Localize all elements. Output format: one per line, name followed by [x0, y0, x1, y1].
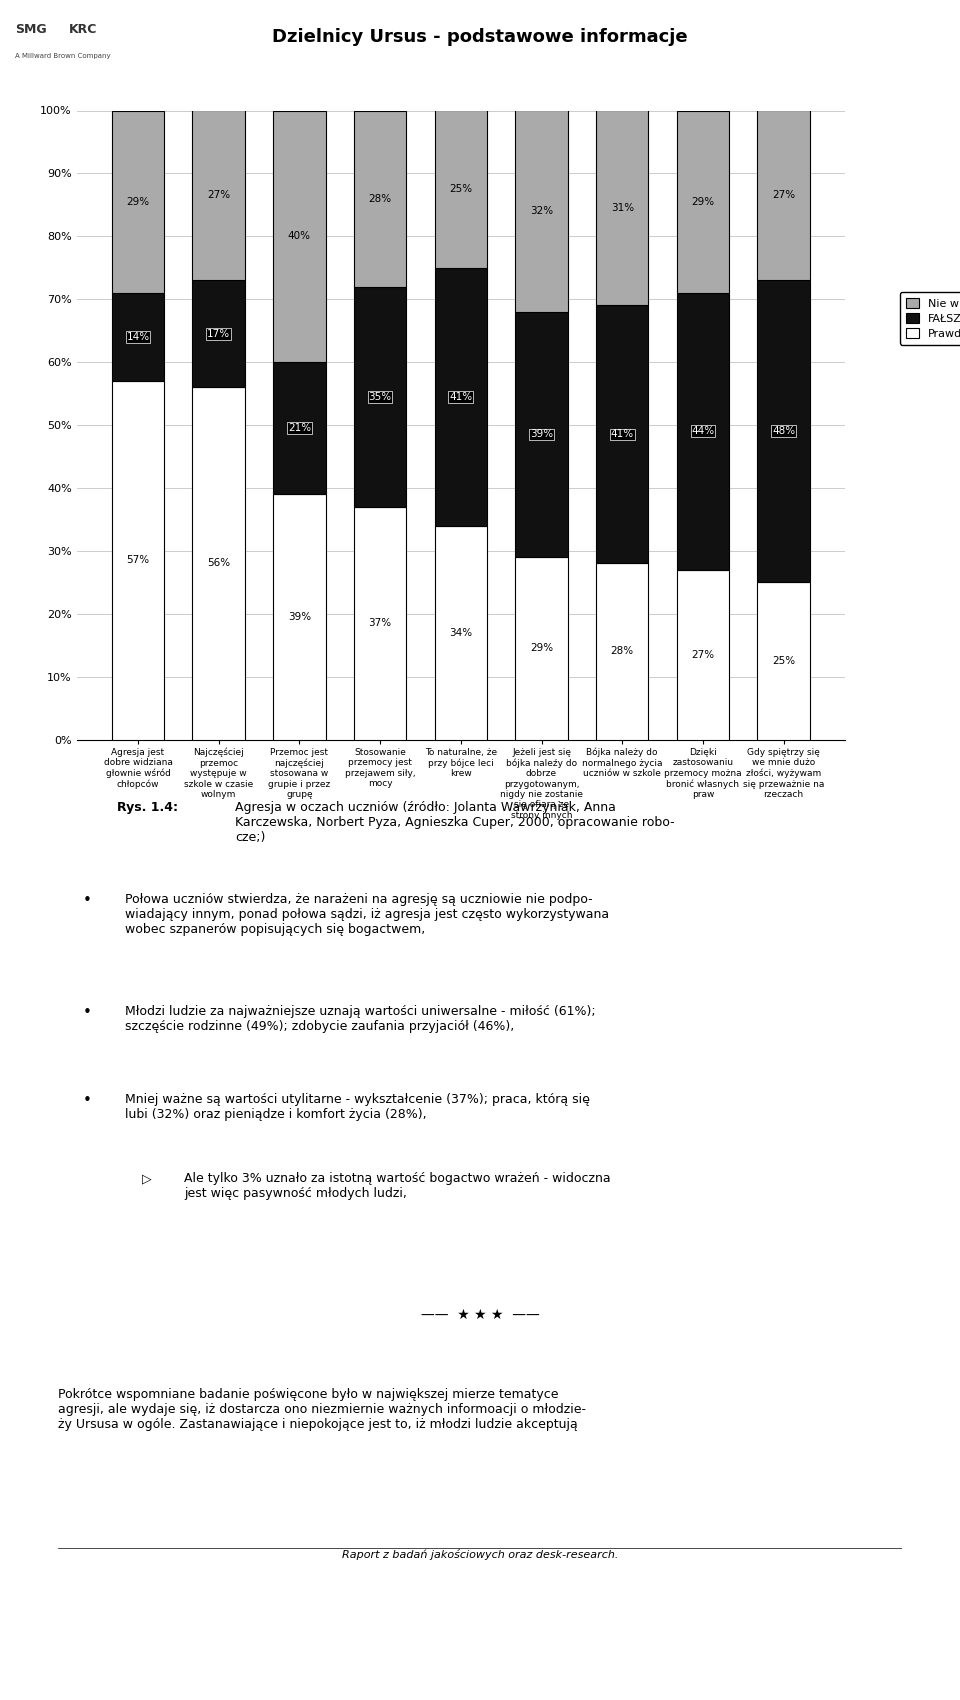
Bar: [354, 110, 406, 287]
Text: 48%: 48%: [772, 427, 795, 437]
Bar: [516, 558, 567, 740]
Text: 27%: 27%: [772, 190, 795, 201]
Text: 29%: 29%: [530, 643, 553, 653]
Bar: [757, 581, 810, 740]
Text: Rys. 1.4:: Rys. 1.4:: [117, 801, 178, 814]
Legend: Nie wiem, FAŁSZ, Prawda: Nie wiem, FAŁSZ, Prawda: [900, 292, 960, 345]
Bar: [435, 269, 487, 525]
Bar: [354, 287, 406, 507]
Text: Pokrótce wspomniane badanie poświęcone było w największej mierze tematyce
agresj: Pokrótce wspomniane badanie poświęcone b…: [58, 1389, 586, 1431]
Text: 25%: 25%: [449, 184, 472, 194]
Text: 41%: 41%: [611, 430, 634, 439]
Bar: [274, 110, 325, 362]
Bar: [192, 280, 245, 388]
Bar: [596, 110, 648, 306]
Text: Raport z badań jakościowych oraz desk-research.: Raport z badań jakościowych oraz desk-re…: [342, 1549, 618, 1561]
Text: 27%: 27%: [207, 190, 230, 201]
Text: 37%: 37%: [369, 619, 392, 627]
Bar: [435, 525, 487, 740]
Text: ▷: ▷: [142, 1173, 152, 1185]
Text: Agresja w oczach uczniów (źródło: Jolanta Wawrzyniak, Anna
Karczewska, Norbert P: Agresja w oczach uczniów (źródło: Jolant…: [235, 801, 675, 843]
Text: 21%: 21%: [288, 423, 311, 434]
Text: 19: 19: [890, 24, 929, 51]
Text: 40%: 40%: [288, 231, 311, 241]
Bar: [677, 110, 730, 292]
Text: 34%: 34%: [449, 627, 472, 638]
Text: ——  ★ ★ ★  ——: —— ★ ★ ★ ——: [420, 1309, 540, 1323]
Bar: [757, 280, 810, 581]
Bar: [516, 311, 567, 558]
Text: 41%: 41%: [449, 391, 472, 401]
Text: 28%: 28%: [369, 194, 392, 204]
Text: Ale tylko 3% uznało za istotną wartość bogactwo wrażeń - widoczna
jest więc pasy: Ale tylko 3% uznało za istotną wartość b…: [184, 1173, 611, 1200]
Text: Młodzi ludzie za najważniejsze uznają wartości uniwersalne - miłość (61%);
szczę: Młodzi ludzie za najważniejsze uznają wa…: [125, 1005, 596, 1032]
Text: Połowa uczniów stwierdza, że narażeni na agresję są uczniowie nie podpo-
wiadają: Połowa uczniów stwierdza, że narażeni na…: [125, 892, 610, 935]
Bar: [111, 292, 164, 381]
Text: 57%: 57%: [127, 556, 150, 564]
Text: SMG: SMG: [15, 24, 47, 36]
Text: •: •: [83, 892, 92, 908]
Bar: [192, 110, 245, 280]
Text: 35%: 35%: [369, 391, 392, 401]
Text: KRC: KRC: [69, 24, 98, 36]
Text: •: •: [83, 1093, 92, 1108]
Bar: [596, 306, 648, 563]
Bar: [677, 292, 730, 570]
Text: 17%: 17%: [207, 328, 230, 338]
Text: 29%: 29%: [127, 197, 150, 207]
Bar: [111, 381, 164, 740]
Bar: [354, 507, 406, 740]
Text: Mniej ważne są wartości utylitarne - wykształcenie (37%); praca, którą się
lubi : Mniej ważne są wartości utylitarne - wyk…: [125, 1093, 590, 1120]
Text: 56%: 56%: [207, 558, 230, 568]
Bar: [757, 110, 810, 280]
Bar: [111, 110, 164, 292]
Text: 39%: 39%: [288, 612, 311, 622]
Bar: [596, 563, 648, 740]
Bar: [516, 110, 567, 311]
Text: •: •: [83, 1005, 92, 1020]
Text: 39%: 39%: [530, 430, 553, 439]
Text: Dzielnicy Ursus - podstawowe informacje: Dzielnicy Ursus - podstawowe informacje: [273, 29, 687, 46]
Text: 31%: 31%: [611, 202, 634, 212]
Text: 25%: 25%: [772, 656, 795, 666]
Text: A Millward Brown Company: A Millward Brown Company: [15, 53, 111, 60]
Text: 28%: 28%: [611, 646, 634, 656]
Text: 44%: 44%: [691, 427, 714, 437]
Bar: [274, 362, 325, 495]
Text: 29%: 29%: [691, 197, 714, 207]
Bar: [435, 110, 487, 269]
Text: 27%: 27%: [691, 649, 714, 660]
Bar: [192, 388, 245, 740]
Bar: [677, 570, 730, 740]
Bar: [274, 495, 325, 740]
Text: 14%: 14%: [127, 332, 150, 342]
Text: 32%: 32%: [530, 206, 553, 216]
